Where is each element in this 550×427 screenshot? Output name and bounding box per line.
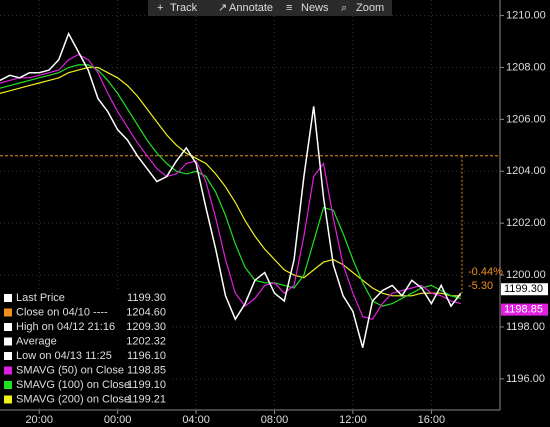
legend-label: SMAVG (100) on Close	[16, 379, 130, 391]
y-tick-label: 1200.00	[506, 269, 546, 281]
legend-swatch	[4, 337, 12, 346]
legend: Last Price 1199.30 Close on 04/10 ---- 1204…	[0, 290, 172, 406]
price-tag	[501, 283, 548, 296]
legend-value: 1199.10	[127, 379, 166, 391]
legend-label: Close on 04/10 ----	[16, 306, 108, 318]
x-tick-label: 20:00	[25, 414, 53, 426]
change-label: -0.44%	[468, 266, 503, 278]
legend-value: 1202.32	[126, 335, 166, 347]
series-line	[0, 53, 461, 320]
series-line	[0, 31, 462, 348]
legend-swatch	[4, 395, 12, 404]
legend-value: 1209.30	[126, 321, 166, 333]
legend-label: Average	[16, 335, 57, 347]
legend-swatch	[4, 323, 12, 331]
x-tick-label: 00:00	[104, 414, 132, 426]
y-tick-label: 1208.00	[506, 61, 546, 73]
legend-value: 1198.85	[127, 364, 166, 376]
legend-value: 1199.30	[127, 292, 166, 304]
x-tick-label: 08:00	[261, 414, 289, 426]
y-tick-label: 1202.00	[506, 217, 546, 229]
legend-label: SMAVG (200) on Close	[16, 393, 130, 405]
series-line	[0, 64, 461, 307]
y-tick-label: 1196.00	[506, 373, 545, 385]
x-tick-label: 04:00	[182, 414, 210, 426]
y-tick-label: 1204.00	[506, 165, 546, 177]
toolbar: + Track ↗ Annotate ≡ News ⌕ Zoom	[148, 0, 392, 16]
legend-swatch	[4, 352, 12, 360]
toolbar-bg	[148, 0, 392, 16]
legend-value: 1204.60	[126, 306, 166, 318]
news-icon: ≡	[286, 2, 292, 14]
legend-value: 1199.21	[127, 393, 166, 405]
price-tag-label: 1198.85	[504, 304, 543, 316]
x-tick-label: 12:00	[339, 414, 367, 426]
zoom-icon: ⌕	[341, 2, 347, 14]
track-icon: +	[157, 2, 163, 14]
legend-label: Last Price	[16, 292, 65, 304]
legend-label: SMAVG (50) on Close	[16, 364, 124, 376]
toolbar-item[interactable]: News	[301, 2, 329, 14]
series-line	[0, 66, 461, 297]
legend-value: 1196.10	[127, 350, 166, 362]
price-tag-label: 1199.30	[504, 283, 543, 295]
y-tick-label: 1206.00	[506, 113, 546, 125]
toolbar-item[interactable]: Track	[170, 2, 198, 14]
legend-label: High on 04/12 21:16	[16, 321, 115, 333]
legend-swatch	[4, 381, 12, 389]
change-label: -5.30	[468, 280, 493, 292]
y-tick-label: 1198.00	[506, 321, 545, 333]
legend-label: Low on 04/13 11:25	[16, 350, 112, 362]
annotate-icon: ↗	[218, 2, 227, 14]
toolbar-item[interactable]: Zoom	[356, 2, 384, 14]
y-tick-label: 1210.00	[506, 9, 546, 21]
legend-swatch	[4, 294, 12, 302]
x-tick-label: 16:00	[418, 414, 446, 426]
legend-swatch	[4, 308, 12, 317]
toolbar-item[interactable]: Annotate	[229, 2, 273, 14]
legend-swatch	[4, 366, 12, 375]
price-tag	[501, 303, 548, 316]
legend-bg	[0, 290, 172, 406]
